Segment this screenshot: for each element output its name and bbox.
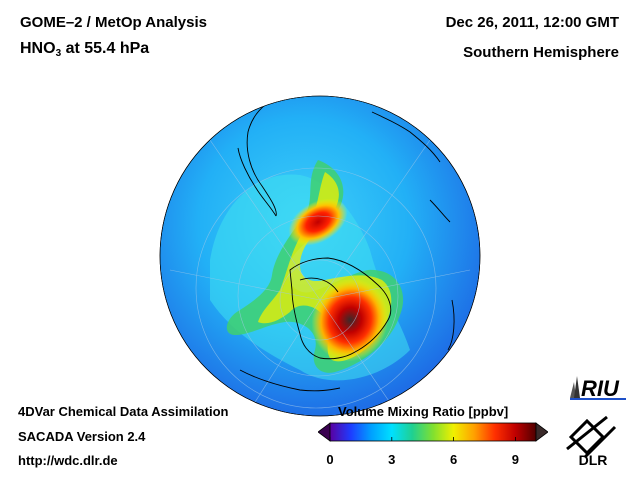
footer-url: http://wdc.dlr.de (18, 453, 118, 468)
species-subscript: 3 (55, 48, 62, 59)
colorbar-body (329, 422, 537, 442)
hno3-field (169, 96, 471, 411)
region-label: Southern Hemisphere (463, 44, 619, 61)
colorbar-max-arrow (535, 422, 548, 442)
colorbar-tick-label: 6 (449, 452, 458, 467)
dlr-logo: DLR (566, 415, 617, 467)
hotspot-upper (288, 198, 348, 246)
colorbar-tick-label: 0 (326, 452, 334, 467)
footer-version: SACADA Version 2.4 (18, 429, 146, 444)
colorbar (318, 422, 548, 442)
footer-method: 4DVar Chemical Data Assimilation (18, 404, 229, 419)
page-title: GOME–2 / MetOp Analysis (20, 14, 207, 31)
datetime-label: Dec 26, 2011, 12:00 GMT (445, 14, 619, 31)
colorbar-min-arrow (318, 422, 331, 442)
hotspot-lower (311, 278, 389, 362)
graticule (169, 139, 471, 411)
species-name: HNO (20, 40, 56, 57)
colorbar-tick-label: 9 (511, 452, 520, 467)
species-level: HNO3 at 55.4 hPa (20, 40, 149, 63)
pressure-level: at 55.4 hPa (65, 40, 150, 57)
colorbar-title: Volume Mixing Ratio [ppbv] (338, 404, 509, 419)
riu-logo-text: RIU (581, 376, 620, 401)
riu-logo: RIU (570, 376, 626, 401)
coastlines (221, 96, 455, 392)
colorbar-tick-label: 3 (388, 452, 396, 467)
dlr-logo-text: DLR (579, 452, 608, 467)
